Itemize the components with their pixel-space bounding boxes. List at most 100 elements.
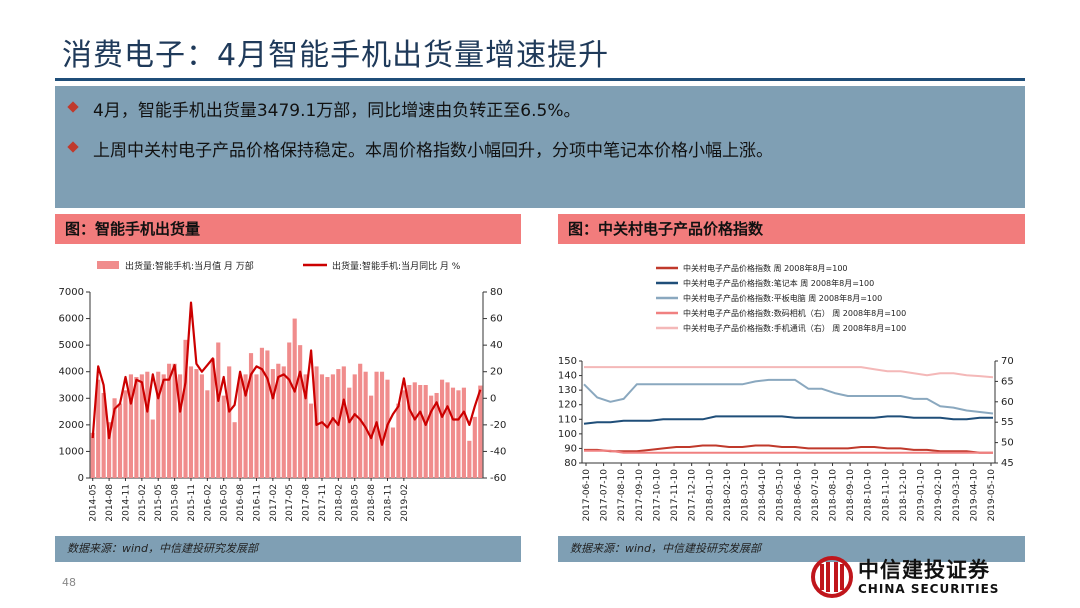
x-tick-label: 2017-07-10 — [600, 469, 610, 522]
x-tick-label: 2015-11 — [187, 484, 197, 522]
y-left-tick-label: 6000 — [59, 314, 84, 325]
bar — [319, 374, 325, 478]
bar — [117, 403, 123, 478]
legend-label-0: 中关村电子产品价格指数 周 2008年8月=100 — [683, 263, 848, 273]
bar — [161, 374, 166, 478]
bar — [270, 369, 275, 478]
legend-label-4: 中关村电子产品价格指数:手机通讯（右） 周 2008年8月=100 — [683, 323, 906, 333]
bar — [341, 366, 346, 478]
bar — [145, 371, 150, 478]
bar — [412, 382, 417, 478]
x-tick-label: 2018-08 — [367, 484, 377, 522]
y-left-tick-label: 140 — [558, 371, 577, 382]
series-line-3 — [584, 449, 993, 454]
bullet-marker — [67, 141, 79, 153]
x-tick-label: 2018-01-10 — [705, 469, 715, 522]
legend-label-bar: 出货量:智能手机:当月值 月 万部 — [125, 260, 254, 272]
y-left-tick-label: 80 — [564, 458, 577, 469]
bar — [259, 347, 265, 478]
x-tick-label: 2017-08 — [302, 484, 312, 522]
bar — [445, 382, 450, 478]
legend-swatch-bar — [97, 261, 119, 269]
bar — [472, 416, 477, 478]
bar — [478, 385, 483, 478]
x-tick-label: 2018-05 — [351, 484, 361, 522]
title-divider — [55, 78, 1025, 81]
bar — [232, 422, 237, 478]
x-tick-label: 2019-03-10 — [952, 469, 962, 522]
bar — [434, 392, 439, 478]
bar — [210, 358, 215, 478]
x-tick-label: 2017-02 — [269, 484, 279, 522]
x-tick-label: 2015-08 — [171, 484, 181, 522]
bar — [248, 353, 254, 478]
bar — [107, 422, 112, 478]
bar — [150, 419, 155, 478]
x-tick-label: 2014-05 — [89, 484, 99, 522]
y-left-tick-label: 100 — [558, 429, 577, 440]
y-right-tick-label: -40 — [490, 446, 506, 457]
x-tick-label: 2018-06-10 — [793, 469, 803, 522]
x-tick-label: 2016-05 — [220, 484, 230, 522]
bar — [238, 377, 243, 478]
bar — [347, 387, 352, 478]
bar — [194, 369, 199, 478]
x-tick-label: 2019-02-10 — [934, 469, 944, 522]
bar — [227, 366, 232, 478]
x-tick-label: 2018-12-10 — [899, 469, 909, 522]
y-left-tick-label: 120 — [558, 400, 577, 411]
x-tick-label: 2019-04-10 — [969, 469, 979, 522]
x-tick-label: 2016-11 — [252, 484, 262, 522]
legend-label-1: 中关村电子产品价格指数:笔记本 周 2008年8月=100 — [683, 278, 874, 288]
series-line-2 — [583, 378, 994, 415]
bar — [128, 374, 134, 478]
bar — [221, 395, 226, 478]
legend-label-2: 中关村电子产品价格指数:平板电脑 周 2008年8月=100 — [683, 293, 882, 303]
bar — [96, 379, 101, 478]
bar — [188, 366, 194, 478]
x-tick-label: 2019-01-10 — [917, 469, 927, 522]
bar — [254, 374, 259, 478]
bar — [308, 403, 314, 478]
y-left-tick-label: 3000 — [59, 393, 84, 404]
y-left-tick-label: 4000 — [59, 367, 84, 378]
x-tick-label: 2016-02 — [203, 484, 213, 522]
x-tick-label: 2018-02 — [334, 484, 344, 522]
x-tick-label: 2017-09-10 — [635, 469, 645, 522]
bar — [407, 385, 412, 478]
bar — [379, 371, 385, 478]
x-tick-label: 2017-05 — [285, 484, 295, 522]
legend-label-line: 出货量:智能手机:当月同比 月 % — [332, 260, 461, 272]
bar — [199, 374, 204, 478]
x-tick-label: 2017-10-10 — [652, 469, 662, 522]
summary-box: 4月，智能手机出货量3479.1万部，同比增速由负转正至6.5%。 上周中关村电… — [55, 86, 1025, 208]
bar — [330, 374, 335, 478]
x-tick-label: 2017-11-10 — [670, 469, 680, 522]
y-right-tick-label: 45 — [1001, 458, 1014, 469]
x-tick-label: 2017-12-10 — [688, 469, 698, 522]
x-tick-label: 2019-05-10 — [987, 469, 997, 522]
bar — [139, 374, 144, 478]
bar — [401, 390, 406, 478]
y-right-tick-label: 40 — [490, 340, 503, 351]
x-tick-label: 2018-11 — [383, 484, 393, 522]
x-tick-label: 2014-08 — [105, 484, 115, 522]
y-left-tick-label: 5000 — [59, 340, 84, 351]
bar — [450, 387, 456, 478]
y-right-tick-label: 50 — [1001, 438, 1014, 449]
x-tick-label: 2018-10-10 — [864, 469, 874, 522]
x-tick-label: 2017-08-10 — [617, 469, 627, 522]
series-line-0 — [584, 444, 993, 454]
x-tick-label: 2015-02 — [138, 484, 148, 522]
bar — [467, 440, 472, 478]
bar — [429, 395, 434, 478]
x-tick-label: 2017-06-10 — [582, 469, 592, 522]
bar — [177, 374, 183, 478]
x-tick-label: 2018-09-10 — [846, 469, 856, 522]
y-right-tick-label: 0 — [490, 393, 496, 404]
y-left-tick-label: 110 — [558, 414, 577, 425]
yoy-line — [91, 301, 482, 446]
y-right-tick-label: 70 — [1001, 356, 1014, 367]
page-number: 48 — [62, 576, 76, 589]
bullet-marker — [67, 101, 79, 113]
